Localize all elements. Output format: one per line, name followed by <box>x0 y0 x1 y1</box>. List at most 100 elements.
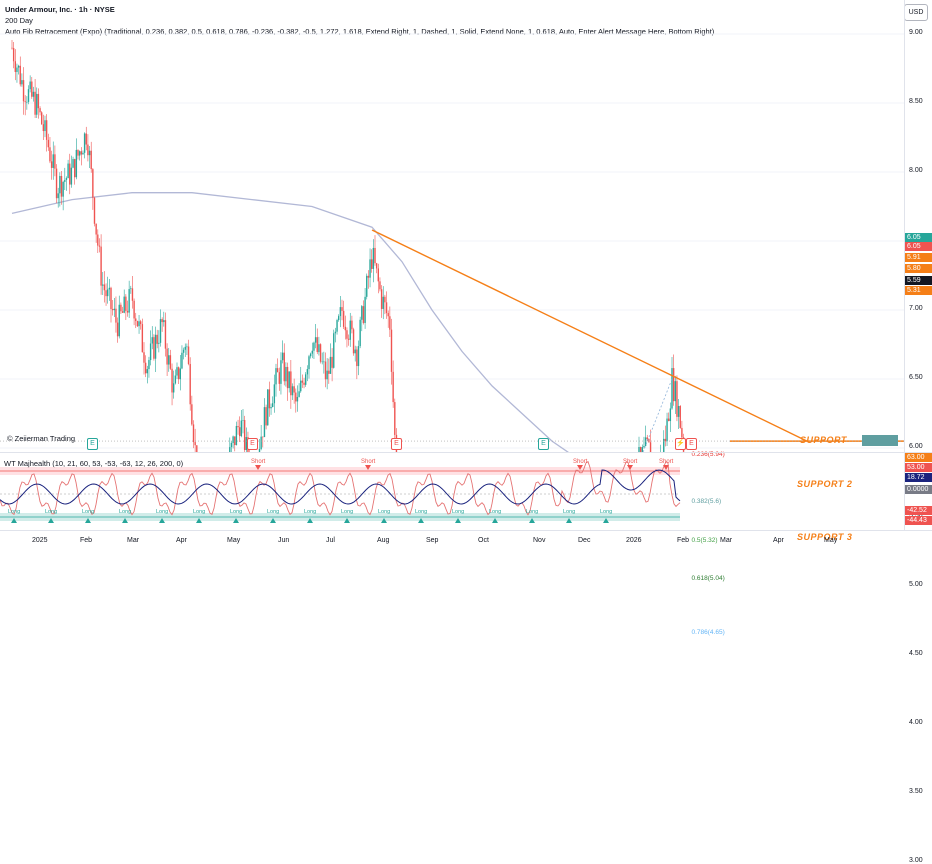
candle <box>50 150 53 180</box>
earnings-event-marker[interactable]: E <box>87 438 98 450</box>
candle <box>42 114 45 140</box>
candle <box>272 396 274 408</box>
candle <box>95 223 97 243</box>
candle <box>283 343 285 386</box>
candle <box>288 371 290 393</box>
candle <box>88 146 91 169</box>
earnings-event-marker[interactable]: E <box>391 438 402 450</box>
oscillator-value-tag: -44.43 <box>905 516 932 525</box>
earnings-event-marker[interactable]: E <box>686 438 697 450</box>
candle <box>148 356 150 378</box>
oscillator-value-tag: 63.00 <box>905 453 932 462</box>
candle <box>181 345 183 370</box>
candle <box>77 149 79 160</box>
long-signal-marker <box>529 518 535 523</box>
fib-level-label: 0.5(5.32) <box>691 536 718 544</box>
candle <box>394 398 396 442</box>
candle <box>339 295 342 328</box>
long-signal-label: Long <box>341 509 353 515</box>
candle <box>671 356 673 410</box>
candle <box>36 87 38 118</box>
oscillator-title[interactable]: WT Majhealth (10, 21, 60, 53, -53, -63, … <box>4 459 184 468</box>
candle <box>300 366 302 393</box>
candle <box>649 429 652 452</box>
oscillator-chart[interactable]: Short Short Short Short Short Long Long Long Lon… <box>0 453 904 530</box>
candle <box>54 145 56 177</box>
candle <box>323 351 325 374</box>
candle <box>17 64 20 75</box>
indicator-fib-title[interactable]: Auto Fib Retracement (Expo) (Traditional… <box>5 27 715 36</box>
candle <box>184 343 186 357</box>
price-tick-label: 7.00 <box>909 305 923 312</box>
earnings-event-marker[interactable]: E <box>247 438 258 450</box>
wt-signal-line <box>0 469 681 505</box>
candle <box>235 421 238 446</box>
time-axis-label: Feb <box>677 537 690 544</box>
candle <box>270 403 272 415</box>
long-signal-label: Long <box>304 509 316 515</box>
candle <box>187 339 190 366</box>
time-axis-label: Sep <box>426 537 439 544</box>
candle <box>291 383 294 401</box>
candle <box>316 328 318 355</box>
long-signal-label: Long <box>82 509 94 515</box>
price-tick-label: 4.00 <box>909 719 923 726</box>
long-signal-marker <box>233 518 239 523</box>
price-tag: 5.80 <box>905 264 932 273</box>
candle <box>75 138 78 180</box>
candle <box>336 318 338 335</box>
candle <box>29 75 31 93</box>
candle <box>275 363 277 397</box>
candle <box>179 354 181 391</box>
resistance-trendline[interactable] <box>371 229 808 442</box>
price-tick-label: 6.00 <box>909 443 923 450</box>
pane-divider[interactable] <box>0 452 932 453</box>
symbol-title[interactable]: Under Armour, Inc. · 1h · NYSE <box>5 5 115 14</box>
candle <box>389 306 391 338</box>
candle <box>87 134 89 162</box>
candle <box>351 315 353 334</box>
candle <box>93 196 96 227</box>
long-signal-marker <box>11 518 17 523</box>
candle <box>156 329 158 349</box>
long-signal-label: Long <box>8 509 20 515</box>
candle <box>57 187 59 208</box>
candle <box>135 312 137 329</box>
earnings-event-marker[interactable]: ⚡ <box>675 438 686 450</box>
candle <box>278 367 280 391</box>
candle <box>47 133 49 151</box>
candle <box>674 375 676 415</box>
fib-level-label: 0.382(5.6) <box>691 498 722 506</box>
candle <box>115 296 117 333</box>
candle <box>666 412 668 447</box>
price-tag: 6.05 <box>905 242 932 251</box>
candle <box>321 352 323 365</box>
support-level-label: SUPPORT 2 <box>797 479 853 490</box>
long-signal-marker <box>344 518 350 523</box>
candle <box>74 158 76 185</box>
time-axis-label: Jul <box>326 537 335 544</box>
time-axis-label: May <box>227 537 241 544</box>
currency-button[interactable]: USD <box>904 4 928 21</box>
candle <box>646 434 648 442</box>
candle <box>387 310 389 328</box>
candle <box>273 374 276 413</box>
price-tick-label: 6.50 <box>909 374 923 381</box>
indicator-ma-title[interactable]: 200 Day <box>5 16 33 25</box>
candle <box>229 437 231 452</box>
candle <box>258 439 261 452</box>
candle <box>102 271 104 296</box>
long-signal-label: Long <box>230 509 242 515</box>
candle <box>166 343 168 376</box>
price-chart[interactable] <box>0 0 904 452</box>
long-signal-label: Long <box>45 509 57 515</box>
candle <box>331 348 333 382</box>
candle <box>375 262 378 274</box>
long-signal-label: Long <box>193 509 205 515</box>
earnings-event-marker[interactable]: E <box>538 438 549 450</box>
candle <box>34 79 36 119</box>
candle <box>174 369 177 385</box>
price-tag: 6.05 <box>905 233 932 242</box>
candle <box>639 446 642 452</box>
candle <box>356 346 358 380</box>
